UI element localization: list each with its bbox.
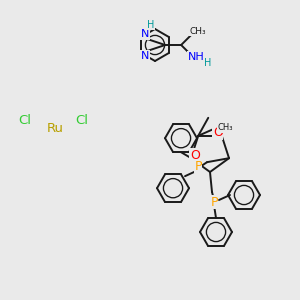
Text: P: P	[194, 160, 202, 173]
Text: O: O	[190, 149, 200, 162]
Text: Cl: Cl	[19, 113, 32, 127]
Text: P: P	[210, 196, 218, 208]
Text: N: N	[141, 51, 149, 61]
Text: NH: NH	[188, 52, 205, 62]
Text: H: H	[148, 20, 155, 30]
Text: Ru: Ru	[46, 122, 64, 134]
Text: CH₃: CH₃	[218, 123, 233, 132]
Text: Cl: Cl	[76, 113, 88, 127]
Text: CH₃: CH₃	[190, 26, 206, 35]
Text: O: O	[213, 126, 223, 139]
Text: N: N	[141, 29, 149, 39]
Text: H: H	[205, 58, 212, 68]
